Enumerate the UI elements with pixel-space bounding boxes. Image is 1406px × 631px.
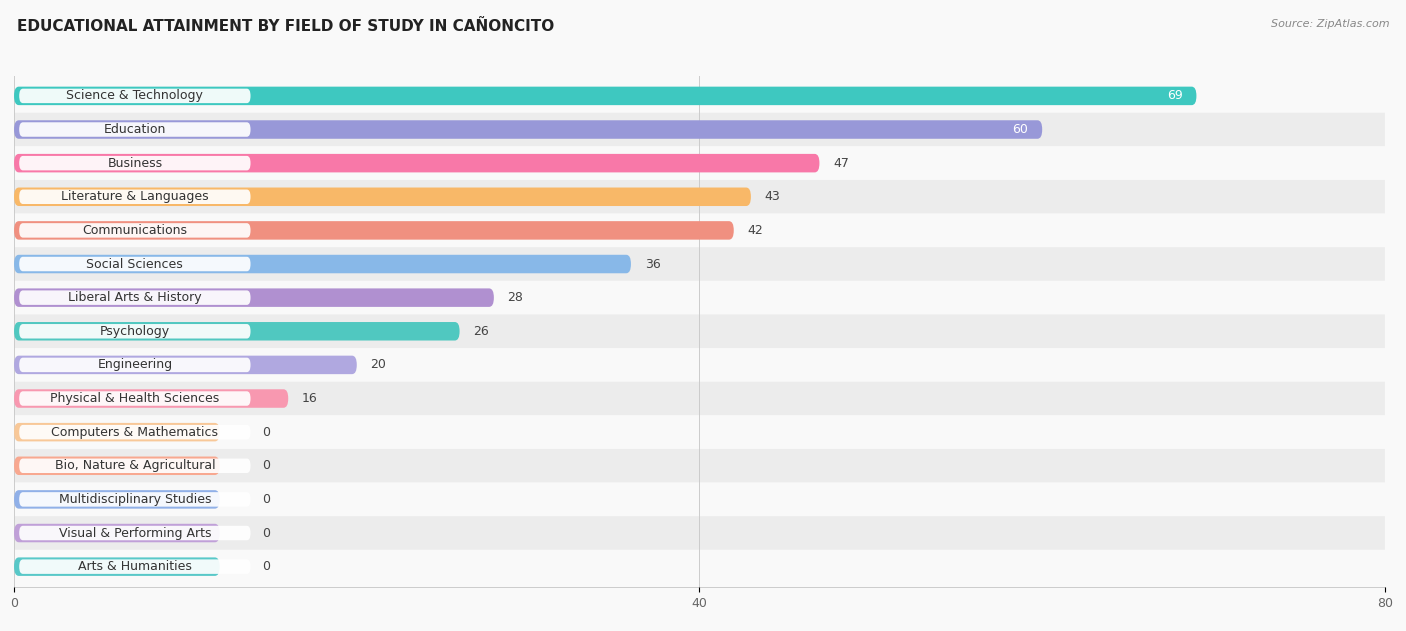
Text: Computers & Mathematics: Computers & Mathematics bbox=[52, 426, 218, 439]
FancyBboxPatch shape bbox=[14, 113, 1385, 146]
FancyBboxPatch shape bbox=[20, 560, 250, 574]
FancyBboxPatch shape bbox=[14, 288, 494, 307]
FancyBboxPatch shape bbox=[14, 180, 1385, 213]
FancyBboxPatch shape bbox=[14, 423, 219, 442]
Text: 69: 69 bbox=[1167, 90, 1182, 102]
FancyBboxPatch shape bbox=[20, 89, 250, 103]
Text: 47: 47 bbox=[834, 156, 849, 170]
FancyBboxPatch shape bbox=[20, 122, 250, 137]
FancyBboxPatch shape bbox=[20, 391, 250, 406]
FancyBboxPatch shape bbox=[14, 457, 219, 475]
FancyBboxPatch shape bbox=[14, 322, 460, 341]
FancyBboxPatch shape bbox=[20, 526, 250, 540]
FancyBboxPatch shape bbox=[14, 415, 1385, 449]
Text: Multidisciplinary Studies: Multidisciplinary Studies bbox=[59, 493, 211, 506]
Text: 43: 43 bbox=[765, 191, 780, 203]
FancyBboxPatch shape bbox=[20, 223, 250, 238]
Text: Engineering: Engineering bbox=[97, 358, 173, 372]
Text: Literature & Languages: Literature & Languages bbox=[60, 191, 208, 203]
FancyBboxPatch shape bbox=[20, 425, 250, 439]
FancyBboxPatch shape bbox=[14, 213, 1385, 247]
FancyBboxPatch shape bbox=[14, 255, 631, 273]
FancyBboxPatch shape bbox=[14, 121, 1042, 139]
FancyBboxPatch shape bbox=[14, 154, 820, 172]
Text: Arts & Humanities: Arts & Humanities bbox=[77, 560, 191, 573]
FancyBboxPatch shape bbox=[14, 79, 1385, 113]
FancyBboxPatch shape bbox=[14, 557, 219, 576]
Text: Source: ZipAtlas.com: Source: ZipAtlas.com bbox=[1271, 19, 1389, 29]
Text: Psychology: Psychology bbox=[100, 325, 170, 338]
Text: Physical & Health Sciences: Physical & Health Sciences bbox=[51, 392, 219, 405]
FancyBboxPatch shape bbox=[20, 257, 250, 271]
FancyBboxPatch shape bbox=[14, 314, 1385, 348]
FancyBboxPatch shape bbox=[20, 290, 250, 305]
Text: Science & Technology: Science & Technology bbox=[66, 90, 204, 102]
FancyBboxPatch shape bbox=[14, 146, 1385, 180]
FancyBboxPatch shape bbox=[20, 492, 250, 507]
FancyBboxPatch shape bbox=[14, 516, 1385, 550]
FancyBboxPatch shape bbox=[14, 382, 1385, 415]
FancyBboxPatch shape bbox=[14, 449, 1385, 483]
FancyBboxPatch shape bbox=[14, 247, 1385, 281]
Text: Education: Education bbox=[104, 123, 166, 136]
FancyBboxPatch shape bbox=[14, 524, 219, 542]
Text: 20: 20 bbox=[371, 358, 387, 372]
Text: 0: 0 bbox=[263, 426, 270, 439]
FancyBboxPatch shape bbox=[14, 356, 357, 374]
Text: 0: 0 bbox=[263, 459, 270, 472]
FancyBboxPatch shape bbox=[14, 348, 1385, 382]
Text: 28: 28 bbox=[508, 291, 523, 304]
FancyBboxPatch shape bbox=[14, 550, 1385, 584]
Text: Communications: Communications bbox=[83, 224, 187, 237]
Text: 0: 0 bbox=[263, 560, 270, 573]
Text: Liberal Arts & History: Liberal Arts & History bbox=[67, 291, 201, 304]
Text: Bio, Nature & Agricultural: Bio, Nature & Agricultural bbox=[55, 459, 215, 472]
FancyBboxPatch shape bbox=[20, 358, 250, 372]
Text: 60: 60 bbox=[1012, 123, 1029, 136]
FancyBboxPatch shape bbox=[14, 483, 1385, 516]
FancyBboxPatch shape bbox=[20, 156, 250, 170]
FancyBboxPatch shape bbox=[14, 389, 288, 408]
Text: 42: 42 bbox=[748, 224, 763, 237]
Text: 16: 16 bbox=[302, 392, 318, 405]
Text: 36: 36 bbox=[644, 257, 661, 271]
FancyBboxPatch shape bbox=[14, 281, 1385, 314]
Text: Social Sciences: Social Sciences bbox=[87, 257, 183, 271]
Text: 0: 0 bbox=[263, 493, 270, 506]
Text: EDUCATIONAL ATTAINMENT BY FIELD OF STUDY IN CAÑONCITO: EDUCATIONAL ATTAINMENT BY FIELD OF STUDY… bbox=[17, 19, 554, 34]
Text: Business: Business bbox=[107, 156, 163, 170]
Text: 26: 26 bbox=[474, 325, 489, 338]
FancyBboxPatch shape bbox=[14, 86, 1197, 105]
Text: 0: 0 bbox=[263, 526, 270, 540]
FancyBboxPatch shape bbox=[14, 221, 734, 240]
FancyBboxPatch shape bbox=[20, 459, 250, 473]
Text: Visual & Performing Arts: Visual & Performing Arts bbox=[59, 526, 211, 540]
FancyBboxPatch shape bbox=[20, 189, 250, 204]
FancyBboxPatch shape bbox=[14, 490, 219, 509]
FancyBboxPatch shape bbox=[20, 324, 250, 338]
FancyBboxPatch shape bbox=[14, 187, 751, 206]
